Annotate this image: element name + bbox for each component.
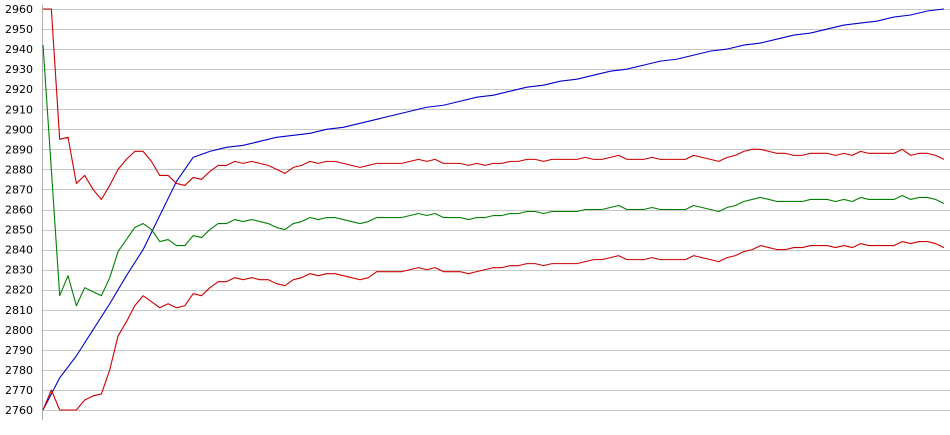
y-tick-label: 2960 xyxy=(5,3,33,16)
y-tick-label: 2910 xyxy=(5,103,33,116)
y-tick-label: 2860 xyxy=(5,204,33,217)
y-tick-label: 2820 xyxy=(5,284,33,297)
y-tick-label: 2800 xyxy=(5,324,33,337)
y-tick-label: 2850 xyxy=(5,224,33,237)
grid xyxy=(43,9,950,411)
y-tick-label: 2950 xyxy=(5,23,33,36)
y-tick-label: 2890 xyxy=(5,143,33,156)
y-tick-label: 2770 xyxy=(5,384,33,397)
series-line-1 xyxy=(42,8,945,411)
y-tick-label: 2830 xyxy=(5,264,33,277)
y-tick-label: 2780 xyxy=(5,364,33,377)
y-tick-label: 2810 xyxy=(5,304,33,317)
y-tick-label: 2870 xyxy=(5,183,33,196)
y-tick-label: 2900 xyxy=(5,123,33,136)
y-tick-label: 2760 xyxy=(5,404,33,417)
y-tick-labels: 2760 2770 2780 2790 2800 2810 2820 2830 2840 2850… xyxy=(5,3,33,417)
series-line-2 xyxy=(43,8,945,201)
y-tick-label: 2880 xyxy=(5,163,33,176)
series-lines xyxy=(42,8,945,411)
y-tick-label: 2840 xyxy=(5,244,33,257)
y-tick-label: 2930 xyxy=(5,63,33,76)
series-line-4 xyxy=(42,45,945,307)
y-tick-label: 2790 xyxy=(5,344,33,357)
y-tick-label: 2940 xyxy=(5,43,33,56)
y-tick-label: 2920 xyxy=(5,83,33,96)
series-line-3 xyxy=(42,241,945,411)
